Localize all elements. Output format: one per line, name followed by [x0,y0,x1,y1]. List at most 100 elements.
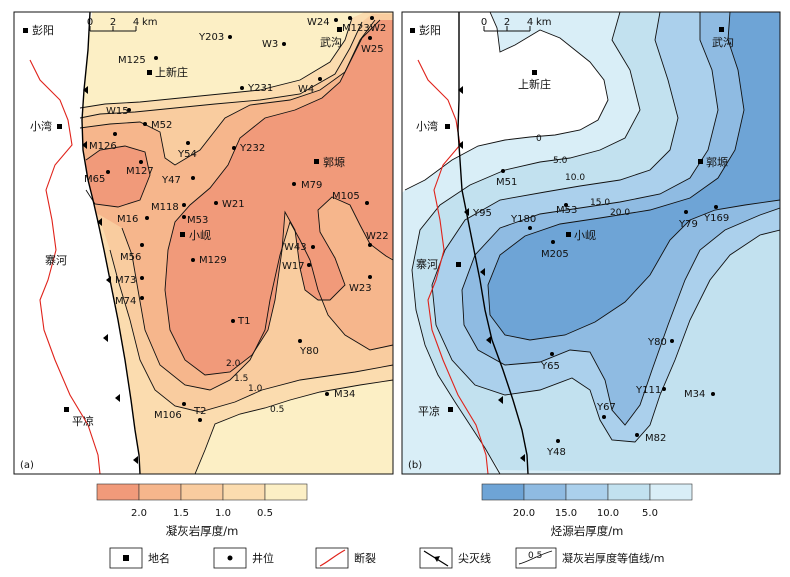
legend-source-title: 烃源岩厚度/m [551,524,624,538]
place-marker [698,159,703,164]
well-label: W43 [284,242,307,253]
well-label: M34 [684,389,705,400]
panel-b-isoline-labels: 0 5.0 10.0 15.0 20.0 [536,134,630,218]
scale-bar-b: 0 2 4 km [481,17,552,32]
legend-source-tick: 5.0 [642,508,658,519]
place-marker [410,28,415,33]
panel-b-isolines [404,12,780,474]
well-label: M65 [84,174,105,185]
panel-a-isoline-labels: 2.0 1.5 1.0 0.5 [226,359,284,415]
place-label: 武沟 [712,36,734,49]
scale-tick-2: 2 [110,17,116,28]
place-label: 寨河 [45,253,67,267]
isoline-5 [411,12,641,474]
panel-a-places: 彭阳 上新庄 小湾 寨河 平凉 武沟 郭塬 小岘 [23,23,345,428]
well-label: W24 [307,17,330,28]
place-label: 彭阳 [419,23,441,37]
key-isoline-label: 凝灰岩厚度等值线/m [562,551,664,565]
well-label: Y231 [247,83,273,94]
isoline-10 [431,12,780,443]
well-label: Y54 [177,149,197,160]
key-pinchout-tooth [434,556,440,562]
isoline-label: 1.0 [248,384,263,394]
well-label: Y203 [198,32,224,43]
panel-b-wells: M51 Y95 M53 Y180 Y79 Y169 M205 Y80 Y65 Y… [465,169,729,458]
well-label: M73 [115,275,136,286]
panel-b-tag: (b) [408,460,422,471]
isoline-1-0-south [109,249,393,413]
isoline-20 [487,12,780,341]
well-label: M51 [496,177,517,188]
panel-b-frame [401,11,781,475]
isoline-1-5-south [121,220,393,391]
well-label: Y80 [647,337,667,348]
place-label: 上新庄 [518,77,551,91]
well-label: Y232 [239,143,265,154]
well-label: M34 [334,389,355,400]
scale-tick-4: 4 [133,17,139,28]
panel-a-wells: Y203 W24 M123 W2 W3 W25 M125 Y231 W4 W15… [84,16,389,422]
legend-source-swatch [649,483,693,501]
well-label: Y79 [678,219,698,230]
well-label: M126 [89,141,117,152]
key-well-symbol [227,555,233,561]
isoline-label: 1.5 [234,374,248,384]
well-label: Y95 [472,208,492,219]
legend-source-swatch [607,483,651,501]
well-label: M53 [187,215,208,226]
place-label: 上新庄 [155,65,188,79]
legend-source-swatch [481,483,525,501]
scale-tick-4: 4 [527,17,533,28]
panel-a-map: 0 2 4 km 彭阳 上新庄 小湾 寨河 平凉 武沟 郭塬 小岘 Y203 W… [13,11,394,475]
key-pinchout-label: 尖灭线 [458,551,491,565]
place-label: 彭阳 [32,23,54,37]
well-label: Y80 [299,346,319,357]
key-isoline-sample: 0.5 [528,551,542,561]
zone-zero [402,12,608,193]
pinchout-teeth-a [82,86,138,464]
isoline-label: 5.0 [553,156,568,166]
well-label: Y67 [596,402,616,413]
well-label: W4 [298,84,314,95]
well-label: M53 [556,205,577,216]
place-marker [456,262,461,267]
panel-b-map: 0 2 4 km 彭阳 武沟 上新庄 小湾 郭塬 小岘 寨河 平凉 M51 [401,11,781,475]
well-label: W21 [222,199,245,210]
place-marker [180,232,185,237]
well-label: M123 [342,23,370,34]
well-label: M106 [154,410,182,421]
place-marker [23,28,28,33]
legend-source-swatch [565,483,609,501]
place-label: 小湾 [30,119,52,133]
isoline-label: 20.0 [610,208,630,218]
well-label: M52 [151,120,172,131]
scale-tick-2: 2 [504,17,510,28]
well-label: M127 [126,166,154,177]
legend-tuff-tick: 2.0 [131,508,147,519]
scale-bar-a: 0 2 4 km [87,17,158,32]
place-marker [147,70,152,75]
legend-source-tick: 15.0 [555,508,577,519]
scale-unit: km [536,17,552,28]
legend-source-tick: 20.0 [513,508,535,519]
legend-tuff-tick: 1.0 [215,508,231,519]
well-label: M74 [115,296,136,307]
well-label: Y180 [510,214,536,225]
isoline-label: 10.0 [565,173,585,183]
panel-a-tag: (a) [20,460,34,471]
pinchout-line-a [81,12,141,474]
place-label: 小岘 [574,228,596,242]
well-label: M118 [151,202,179,213]
legend-tuff-swatch [222,483,266,501]
isoline-2-0-north [164,19,381,291]
place-marker [719,27,724,32]
key-place-label: 地名 [148,551,170,565]
place-marker [532,70,537,75]
well-label: W23 [349,283,372,294]
well-label: M129 [199,255,227,266]
well-label: T2 [193,406,206,417]
legend-tuff-swatch [138,483,182,501]
panel-a-isolines [79,17,393,474]
key-fault-symbol [319,549,346,567]
